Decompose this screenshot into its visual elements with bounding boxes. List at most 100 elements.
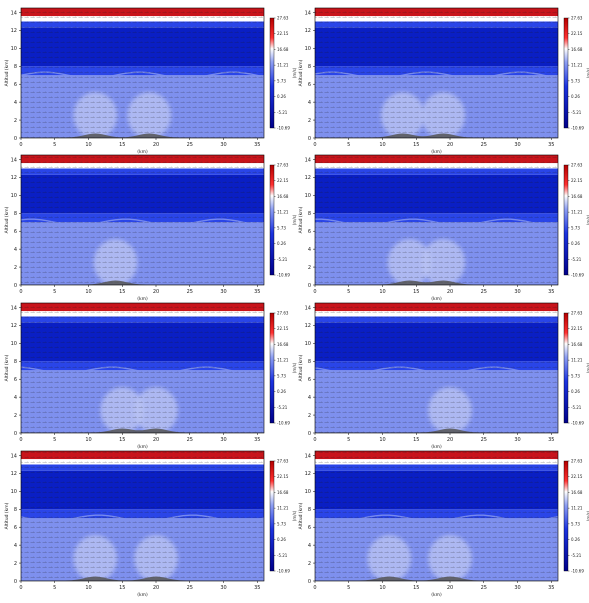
y-tick-label: 2 <box>14 561 17 567</box>
x-tick-label: 0 <box>313 437 316 443</box>
x-tick-label: 20 <box>447 142 453 148</box>
colorbar <box>563 17 569 129</box>
wind-vectors <box>315 451 558 581</box>
colorbar <box>563 312 569 424</box>
y-tick-label: 0 <box>14 136 17 142</box>
colorbar-tick-label: 16.68 <box>277 342 289 347</box>
wind-field <box>21 8 264 138</box>
colorbar-tick-label: 11.21 <box>277 210 289 215</box>
colorbar-tick-label: 0.26 <box>571 537 580 542</box>
x-tick-label: 0 <box>19 142 22 148</box>
y-tick-label: 10 <box>305 193 311 199</box>
y-tick-label: 4 <box>14 247 17 253</box>
colorbar-tick-label: 16.68 <box>277 490 289 495</box>
y-tick-label: 4 <box>14 100 17 106</box>
x-tick-label: 30 <box>220 585 226 591</box>
y-tick-label: 8 <box>308 359 311 365</box>
y-tick-label: 8 <box>308 211 311 217</box>
panel-6: 0 5 10 15 20 25 30 35 0 2 4 6 8 10 12 14 (km) Altitud (km… <box>298 302 589 450</box>
panel-1: 0 5 10 15 20 25 30 35 0 2 4 6 8 10 12 14 (km) Altitud (km… <box>4 7 297 155</box>
y-tick-label: 12 <box>11 175 17 181</box>
x-tick-label: 10 <box>85 585 91 591</box>
y-axis-label: Altitud (km) <box>298 206 304 233</box>
y-tick-label: 8 <box>308 507 311 513</box>
y-tick-label: 2 <box>308 265 311 271</box>
y-tick-label: 4 <box>308 543 311 549</box>
y-tick-label: 6 <box>308 229 311 235</box>
colorbar-tick-label: 22.15 <box>277 326 289 331</box>
colorbar-tick-label: 27.63 <box>277 16 289 21</box>
colorbar-tick-label: 16.68 <box>571 47 583 52</box>
x-tick-label: 10 <box>85 289 91 295</box>
y-tick-label: 6 <box>308 525 311 531</box>
wind-vectors <box>21 155 264 285</box>
colorbar-tick-label: -5.21 <box>571 257 582 262</box>
wind-vectors <box>315 8 558 138</box>
colorbar-tick-label: 22.15 <box>277 474 289 479</box>
x-tick-label: 20 <box>153 585 159 591</box>
x-tick-label: 20 <box>447 585 453 591</box>
wind-field <box>315 303 558 433</box>
y-tick-label: 14 <box>11 157 17 163</box>
y-tick-label: 14 <box>11 453 17 459</box>
x-tick-label: 15 <box>119 289 125 295</box>
colorbar-label: (m/s) <box>292 214 297 225</box>
y-tick-label: 8 <box>14 211 17 217</box>
colorbar-tick-label: 5.73 <box>277 225 286 230</box>
y-tick-label: 6 <box>308 377 311 383</box>
y-axis-label: Altitud (km) <box>298 354 304 381</box>
y-tick-label: 12 <box>305 28 311 34</box>
colorbar-label: (m/s) <box>586 510 589 521</box>
colorbar-tick-label: 0.26 <box>277 537 286 542</box>
y-tick-label: 14 <box>11 10 17 16</box>
x-tick-label: 30 <box>514 585 520 591</box>
plot-frame <box>314 450 559 582</box>
terrain <box>315 280 558 285</box>
y-tick-label: 6 <box>308 82 311 88</box>
colorbar-label: (m/s) <box>292 67 297 78</box>
colorbar-tick-label: 0.26 <box>277 389 286 394</box>
x-axis-label: (km) <box>137 444 148 450</box>
colorbar-tick-label: 11.21 <box>571 358 583 363</box>
colorbar-tick-label: 11.21 <box>571 63 583 68</box>
colorbar-tick-label: 5.73 <box>277 78 286 83</box>
y-tick-label: 0 <box>308 136 311 142</box>
x-tick-label: 15 <box>413 289 419 295</box>
plot-frame <box>314 7 559 139</box>
colorbar-tick-label: 27.63 <box>571 163 583 168</box>
x-tick-label: 15 <box>119 142 125 148</box>
x-tick-label: 15 <box>119 585 125 591</box>
terrain <box>315 576 558 581</box>
x-tick-label: 30 <box>514 437 520 443</box>
colorbar-tick-label: -5.21 <box>571 405 582 410</box>
colorbar-tick-label: 27.63 <box>571 311 583 316</box>
colorbar-tick-label: 27.63 <box>571 459 583 464</box>
colorbar-tick-label: -10.69 <box>571 421 584 426</box>
y-axis-label: Altitud (km) <box>298 502 304 529</box>
y-axis-label: Altitud (km) <box>4 502 10 529</box>
plot-frame <box>20 450 265 582</box>
x-tick-label: 25 <box>187 437 193 443</box>
y-tick-label: 0 <box>308 283 311 289</box>
x-tick-label: 30 <box>220 437 226 443</box>
x-tick-label: 5 <box>53 437 56 443</box>
x-tick-label: 35 <box>548 437 554 443</box>
x-tick-label: 5 <box>53 289 56 295</box>
x-tick-label: 35 <box>254 437 260 443</box>
y-tick-label: 6 <box>14 229 17 235</box>
colorbar <box>269 164 275 276</box>
y-tick-label: 2 <box>308 561 311 567</box>
plot-frame <box>20 7 265 139</box>
colorbar-tick-label: 5.73 <box>571 521 580 526</box>
colorbar-tick-label: 16.68 <box>277 47 289 52</box>
colorbar-tick-label: -5.21 <box>277 257 288 262</box>
x-tick-label: 5 <box>347 437 350 443</box>
colorbar <box>563 460 569 572</box>
colorbar-tick-label: 0.26 <box>277 241 286 246</box>
colorbar-label: (m/s) <box>586 67 589 78</box>
x-tick-label: 30 <box>514 142 520 148</box>
colorbar-label: (m/s) <box>586 362 589 373</box>
y-tick-label: 2 <box>308 118 311 124</box>
x-tick-label: 10 <box>379 437 385 443</box>
